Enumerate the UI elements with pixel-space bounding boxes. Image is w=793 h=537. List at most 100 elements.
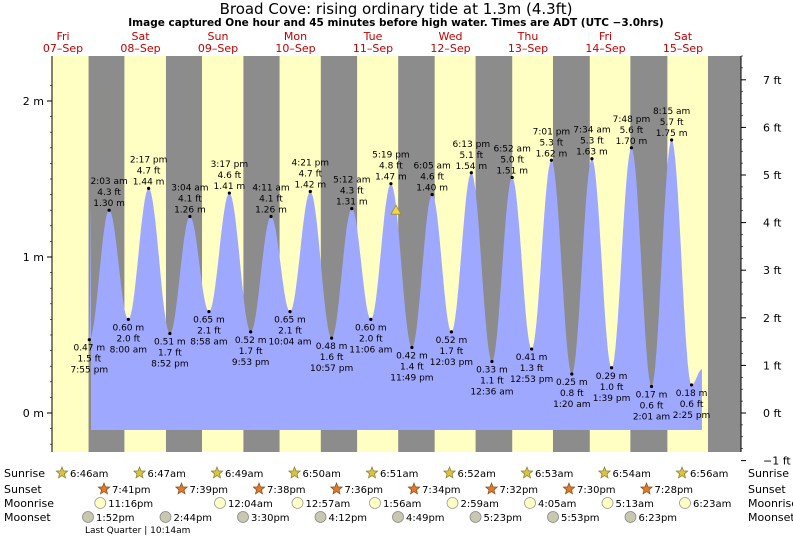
right-tick-label: 6 ft <box>763 121 782 134</box>
high-tide-point <box>670 138 674 142</box>
moonset-icon <box>82 511 94 523</box>
sunrise-time: 6:53am <box>535 469 573 480</box>
moonset-time: 1:52pm <box>96 513 135 524</box>
sunrise-icon <box>210 466 224 479</box>
date-label: 07–Sep <box>43 42 83 55</box>
low-tide-metres: 0.60 m <box>355 323 387 333</box>
high-tide-feet: 4.7 ft <box>137 166 161 176</box>
low-tide-point <box>689 383 694 387</box>
low-tide-feet: 0.8 ft <box>560 389 584 399</box>
moonset-time: 5:53pm <box>561 513 600 524</box>
day-labels: Fri07–SepSat08–SepSun09–SepMon10–SepTue1… <box>43 30 703 55</box>
current-tide-marker <box>390 204 402 215</box>
high-tide-feet: 5.3 ft <box>540 138 564 148</box>
extreme-labels: 0.47 m1.5 ft7:55 pm2:03 am4.3 ft1.30 m0.… <box>71 107 711 422</box>
high-tide-feet: 5.3 ft <box>580 137 604 147</box>
moonrise-icon <box>601 497 614 509</box>
moonset-icon <box>314 511 327 523</box>
right-tick-label: −1 ft <box>763 455 791 468</box>
low-tide-time: 8:00 am <box>110 345 147 355</box>
low-tide-metres: 0.41 m <box>516 353 548 363</box>
low-tide-time: 10:04 am <box>268 338 311 348</box>
low-tide-metres: 0.51 m <box>154 337 186 347</box>
chart-title: Broad Cove: rising ordinary tide at 1.3m… <box>220 0 573 18</box>
low-tide-feet: 2.0 ft <box>116 334 140 344</box>
low-tide-feet: 1.6 ft <box>320 353 344 363</box>
moonset-icon <box>237 511 249 523</box>
high-tide-feet: 4.1 ft <box>178 194 202 204</box>
low-tide-point <box>168 331 172 336</box>
high-tide-feet: 5.0 ft <box>500 155 524 165</box>
low-tide-metres: 0.52 m <box>436 336 468 346</box>
low-tide-feet: 1.4 ft <box>400 362 424 372</box>
low-tide-metres: 0.65 m <box>274 316 306 326</box>
date-label: 15–Sep <box>663 42 703 55</box>
moonrise-icon <box>214 497 226 509</box>
low-tide-point <box>288 310 292 314</box>
moonrise-time: 5:13am <box>616 499 654 510</box>
sunrise-time: 6:51am <box>380 469 418 480</box>
day-of-week-label: Wed <box>439 30 463 43</box>
moonset-time: 4:49pm <box>406 513 445 524</box>
low-tide-time: 1:39 pm <box>593 394 631 404</box>
high-tide-time: 2:17 pm <box>130 155 168 165</box>
moonset-time: 4:12pm <box>329 513 368 524</box>
low-tide-metres: 0.60 m <box>112 323 144 333</box>
high-tide-point <box>269 214 273 219</box>
high-tide-metres: 1.26 m <box>255 205 287 215</box>
sunrise-time: 6:50am <box>303 469 341 480</box>
low-tide-feet: 2.0 ft <box>359 334 383 344</box>
sunset-time: 7:36pm <box>345 485 384 496</box>
left-tick-label: 2 m <box>23 95 44 108</box>
right-tick-label: 1 ft <box>763 359 782 372</box>
high-tide-time: 6:05 am <box>413 162 450 172</box>
low-tide-metres: 0.52 m <box>235 336 267 346</box>
sunrise-time: 6:54am <box>613 469 651 480</box>
high-tide-time: 7:48 pm <box>613 115 651 125</box>
day-of-week-label: Sat <box>674 30 693 43</box>
high-tide-time: 3:04 am <box>171 183 208 193</box>
low-tide-time: 8:52 pm <box>151 359 189 369</box>
moonset-row-label-left: Moonset <box>4 511 51 524</box>
low-tide-metres: 0.18 m <box>676 389 708 399</box>
high-tide-feet: 4.1 ft <box>259 194 283 204</box>
high-tide-feet: 5.1 ft <box>459 151 483 161</box>
sunrise-icon <box>597 466 612 479</box>
day-of-week-label: Fri <box>599 30 612 43</box>
low-tide-time: 2:01 am <box>633 412 670 422</box>
right-tick-label: 3 ft <box>763 264 782 277</box>
high-tide-feet: 4.8 ft <box>379 162 403 172</box>
low-tide-point <box>369 317 373 321</box>
sunset-icon <box>562 482 576 495</box>
moonrise-icon <box>369 497 381 509</box>
high-tide-point <box>147 186 151 190</box>
high-tide-point <box>308 189 312 194</box>
day-of-week-label: Thu <box>517 30 539 43</box>
tide-area <box>89 140 703 430</box>
high-tide-metres: 1.63 m <box>576 148 608 158</box>
moonrise-time: 4:05am <box>538 499 576 510</box>
day-of-week-label: Mon <box>284 30 307 43</box>
high-tide-feet: 4.6 ft <box>420 173 444 183</box>
low-tide-time: 1:20 am <box>553 400 590 410</box>
high-tide-point <box>430 193 434 197</box>
low-tide-metres: 0.29 m <box>596 372 628 382</box>
high-tide-time: 5:19 pm <box>372 151 410 161</box>
low-tide-metres: 0.17 m <box>636 390 668 400</box>
axes: 2 m 1 m 0 m 7 ft 6 ft 5 ft 4 ft 3 ft 2 ft 1 ft 0 f… <box>23 55 791 468</box>
right-tick-label: 4 ft <box>763 217 782 230</box>
low-tide-time: 9:53 pm <box>232 358 270 368</box>
chart-subtitle: Image captured One hour and 45 minutes b… <box>128 17 663 29</box>
right-tick-label: 0 ft <box>763 407 782 420</box>
sunrise-icon <box>520 466 534 479</box>
right-tick-label: 2 ft <box>763 312 782 325</box>
low-tide-point <box>207 310 211 314</box>
low-tide-point <box>649 384 654 389</box>
high-tide-point <box>188 214 192 219</box>
high-tide-metres: 1.44 m <box>133 177 165 187</box>
high-tide-metres: 1.51 m <box>496 166 528 176</box>
low-tide-metres: 0.65 m <box>193 316 225 326</box>
low-tide-feet: 1.1 ft <box>480 377 504 387</box>
low-tide-metres: 0.25 m <box>556 378 588 388</box>
low-tide-time: 12:53 pm <box>510 375 553 385</box>
